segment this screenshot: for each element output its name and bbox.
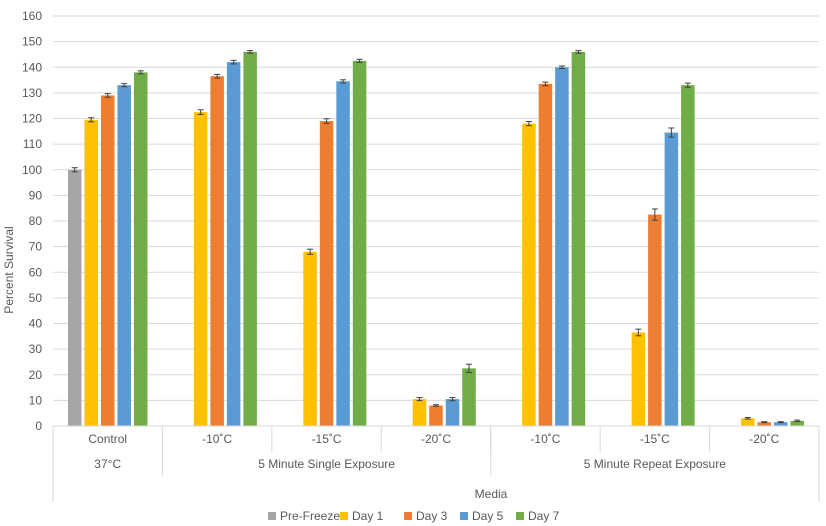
legend-swatch [460, 512, 468, 520]
gridlines [53, 15, 819, 427]
x-tick-label: Control [88, 432, 127, 446]
bar [117, 85, 131, 426]
legend-swatch [268, 512, 276, 520]
y-tick-label: 90 [29, 188, 43, 202]
legend: Pre-Freeze Day 1 Day 3 Day 5 Day 7 [268, 509, 560, 523]
legend-label: Day 3 [416, 509, 448, 523]
bar [319, 121, 334, 426]
legend-label: Pre-Freeze [280, 509, 340, 523]
y-tick-label: 130 [22, 86, 42, 100]
y-tick-label: 160 [22, 9, 42, 23]
bar [757, 422, 772, 426]
group-label: 37°C [94, 457, 121, 471]
legend-swatch [404, 512, 412, 520]
bar [664, 132, 679, 426]
bar [133, 72, 148, 426]
bar [648, 214, 662, 426]
x-tick-label: -20˚C [421, 432, 451, 446]
bar [429, 405, 443, 426]
bars [67, 51, 805, 426]
y-tick-label: 60 [29, 265, 43, 279]
bar [336, 81, 350, 426]
bar [522, 123, 536, 426]
bar [462, 368, 476, 426]
bar [412, 399, 427, 426]
error-bars [71, 50, 801, 424]
x-tick-label: -10˚C [530, 432, 560, 446]
y-tick-label: 50 [29, 291, 43, 305]
bar [571, 51, 586, 426]
x-tick-label: -20˚C [749, 432, 779, 446]
x-tick-label: -15˚C [640, 432, 670, 446]
legend-label: Day 7 [528, 509, 560, 523]
y-tick-label: 30 [29, 342, 43, 356]
legend-swatch [516, 512, 524, 520]
bar [555, 67, 569, 426]
x-tick-label: -15˚C [312, 432, 342, 446]
y-tick-label: 0 [35, 419, 42, 433]
y-tick-label: 80 [29, 214, 43, 228]
bar [243, 51, 257, 426]
y-tick-label: 10 [29, 393, 43, 407]
bar [100, 95, 115, 426]
bar [538, 83, 553, 426]
y-tick-label: 70 [29, 240, 43, 254]
x-tick-label: -10˚C [202, 432, 232, 446]
bar [681, 85, 695, 426]
x-axis: Control -10˚C -15˚C -20˚C -10˚C -15˚C -20˚C 37°… [52, 425, 820, 502]
x-axis-label: Media [475, 487, 508, 501]
bar [445, 399, 460, 426]
bar [67, 169, 82, 426]
y-tick-label: 120 [22, 112, 42, 126]
y-tick-label: 20 [29, 368, 43, 382]
bar [84, 119, 98, 426]
group-label: 5 Minute Repeat Exposure [584, 457, 726, 471]
y-axis-label: Percent Survival [2, 226, 16, 313]
y-tick-label: 110 [23, 137, 42, 151]
bar [193, 112, 208, 426]
bar [774, 422, 788, 426]
legend-label: Day 5 [472, 509, 504, 523]
bar [226, 62, 241, 426]
bar [210, 76, 224, 426]
group-label: 5 Minute Single Exposure [258, 457, 395, 471]
y-tick-label: 100 [22, 163, 42, 177]
legend-swatch [340, 512, 348, 520]
y-tick-label: 150 [22, 35, 42, 49]
y-axis-ticks: 0 10 20 30 40 50 60 70 80 90 100 110 120 130 140 150 160 [22, 9, 42, 433]
legend-label: Day 1 [352, 509, 384, 523]
bar [741, 418, 755, 426]
bar [790, 420, 805, 426]
bar [303, 251, 317, 426]
y-tick-label: 40 [29, 317, 43, 331]
y-tick-label: 140 [22, 60, 42, 74]
bar [631, 332, 646, 426]
bar [352, 60, 367, 426]
